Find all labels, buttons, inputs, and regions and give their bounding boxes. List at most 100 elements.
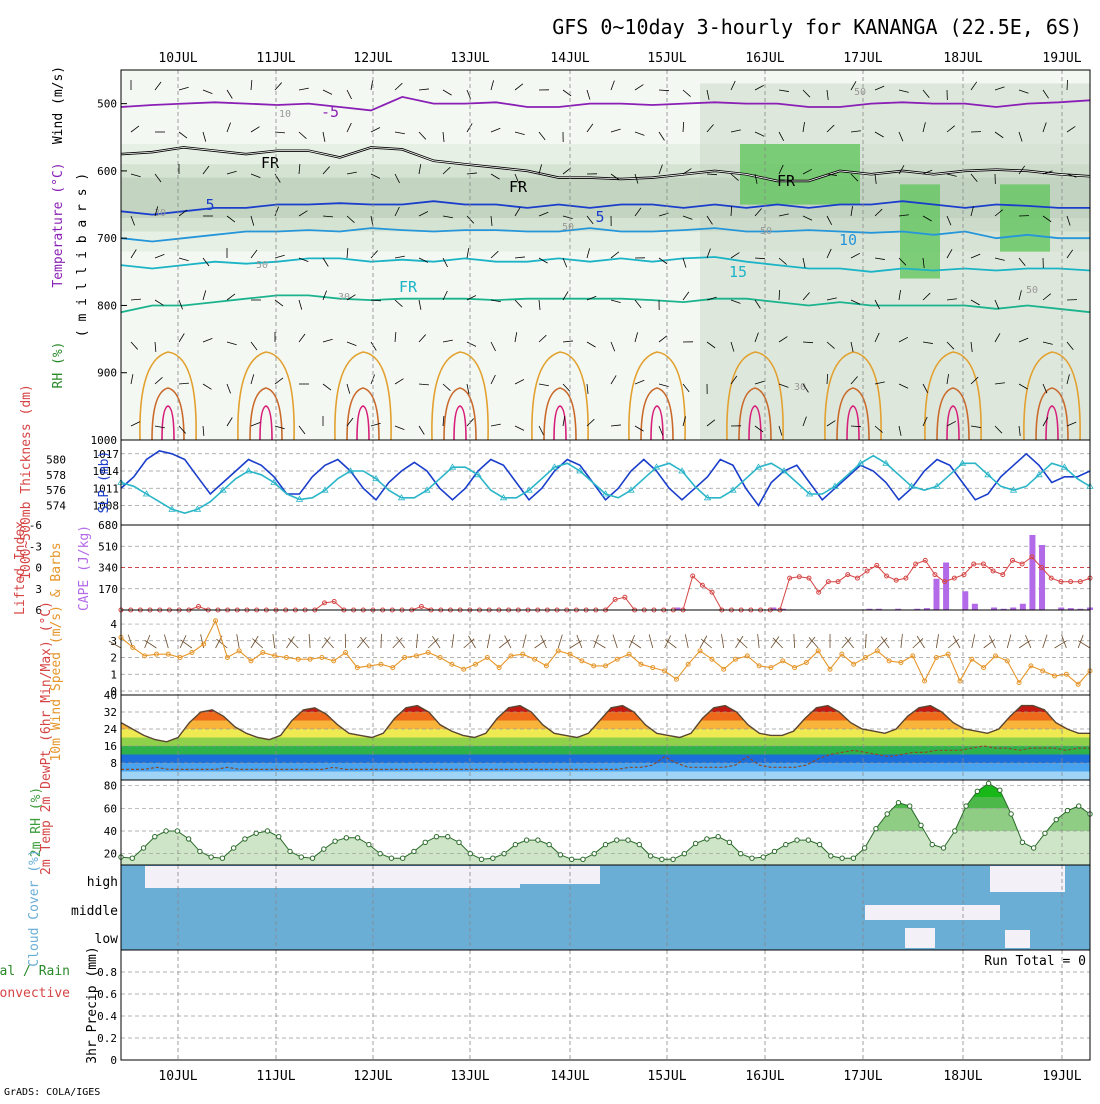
rh-marker xyxy=(998,788,1002,792)
rh-marker xyxy=(175,829,179,833)
cape-bar xyxy=(1029,535,1035,610)
rh-marker xyxy=(299,855,303,859)
precip-frame xyxy=(121,950,1090,1060)
date-label-top-15JUL: 15JUL xyxy=(647,51,686,66)
rh-marker xyxy=(1020,840,1024,844)
rh-marker xyxy=(254,831,258,835)
rh-marker xyxy=(547,842,551,846)
contour-label: 10 xyxy=(839,231,857,249)
pressure-tick-1000: 1000 xyxy=(91,434,118,447)
thickness-tick-580: 580 xyxy=(46,454,66,467)
ylabel-convective: Convective xyxy=(0,986,70,1001)
thickness-line xyxy=(121,456,1090,514)
temp-tick-32: 32 xyxy=(104,706,117,719)
ylabel-cape: CAPE (J/kg) xyxy=(77,525,92,611)
contour-label: 50 xyxy=(760,226,772,237)
rh-marker xyxy=(626,838,630,842)
rh-shade-moist xyxy=(740,144,860,205)
rh-marker xyxy=(446,834,450,838)
ylabel-cloud: Cloud Cover (%) xyxy=(27,849,42,966)
wind-barb xyxy=(972,634,975,648)
rh-tick-20: 20 xyxy=(104,848,117,861)
cloud-level-middle: middle xyxy=(71,904,118,919)
date-label-top-19JUL: 19JUL xyxy=(1042,51,1081,66)
rh-band xyxy=(121,808,1090,831)
rh-marker xyxy=(739,851,743,855)
wind-barb xyxy=(613,635,617,648)
rh-marker xyxy=(344,836,348,840)
rh-marker xyxy=(806,838,810,842)
cape-tick-510: 510 xyxy=(98,540,118,553)
li-ylabel: Lifted Index xyxy=(13,521,28,615)
rh-marker xyxy=(378,851,382,855)
rh-marker xyxy=(333,839,337,843)
cape-bar xyxy=(1020,604,1026,610)
pressure-tick-600: 600 xyxy=(97,165,117,178)
rh-marker xyxy=(491,856,495,860)
wind-barb xyxy=(541,635,547,648)
contour-label: 30 xyxy=(338,292,350,303)
precip-tick-0.8: 0.8 xyxy=(97,966,117,979)
rh-marker xyxy=(288,849,292,853)
cape-bar xyxy=(1039,545,1045,610)
rh-marker xyxy=(716,834,720,838)
rh-marker xyxy=(592,851,596,855)
contour-label: FR xyxy=(261,154,280,172)
pressure-tick-900: 900 xyxy=(97,367,117,380)
rh-marker xyxy=(840,856,844,860)
contour-label: FR xyxy=(399,278,418,296)
rh-marker xyxy=(851,856,855,860)
wind-barb xyxy=(309,634,310,648)
wind-barb xyxy=(1043,635,1047,648)
rh-marker xyxy=(389,856,393,860)
temp-band xyxy=(121,729,1090,738)
cape-bar xyxy=(933,579,939,610)
cloud-level-low: low xyxy=(95,932,119,947)
rh-marker xyxy=(524,838,528,842)
rh-shade-moist xyxy=(1000,184,1050,251)
temp-band xyxy=(121,695,1090,712)
wind-barb xyxy=(989,635,995,648)
rh-marker xyxy=(130,856,134,860)
rh-marker xyxy=(603,842,607,846)
wind-tick-3: 3 xyxy=(110,635,117,648)
cloud-gap xyxy=(990,866,1065,892)
date-label-bottom-15JUL: 15JUL xyxy=(647,1069,686,1084)
rh-marker xyxy=(784,842,788,846)
rh-marker xyxy=(186,837,190,841)
temp-tick-24: 24 xyxy=(104,723,118,736)
rh-marker xyxy=(975,789,979,793)
rh-marker xyxy=(660,857,664,861)
rh-marker xyxy=(457,840,461,844)
contour-label: 10 xyxy=(279,109,291,120)
rh-marker xyxy=(243,837,247,841)
rh-bands xyxy=(121,780,1090,831)
wind-barb xyxy=(700,636,707,648)
wind-tick-2: 2 xyxy=(110,652,117,665)
thickness-tick-574: 574 xyxy=(46,500,66,513)
wind-barb xyxy=(558,635,562,648)
precip-tick-0.2: 0.2 xyxy=(97,1032,117,1045)
rh-marker xyxy=(671,857,675,861)
rh-marker xyxy=(479,857,483,861)
date-label-bottom-16JUL: 16JUL xyxy=(745,1069,784,1084)
temp-bands xyxy=(121,695,1090,780)
ylabel-millibars: ( m i l l i b a r s ) xyxy=(75,173,90,337)
wind-barb xyxy=(735,636,742,648)
thickness-tick-578: 578 xyxy=(46,469,66,482)
rh-marker xyxy=(1065,808,1069,812)
date-label-bottom-12JUL: 12JUL xyxy=(353,1069,392,1084)
contour-label: -5 xyxy=(321,103,339,121)
contour-label: 5 xyxy=(595,208,604,226)
cloud-level-high: high xyxy=(87,875,118,890)
rh-marker xyxy=(693,841,697,845)
rh-marker xyxy=(581,857,585,861)
wind-barb xyxy=(953,636,960,648)
rh-marker xyxy=(141,846,145,850)
cloud-gap xyxy=(145,866,520,888)
pressure-tick-500: 500 xyxy=(97,98,117,111)
wind-barb xyxy=(917,636,924,648)
li-tick--6: -6 xyxy=(29,519,42,532)
